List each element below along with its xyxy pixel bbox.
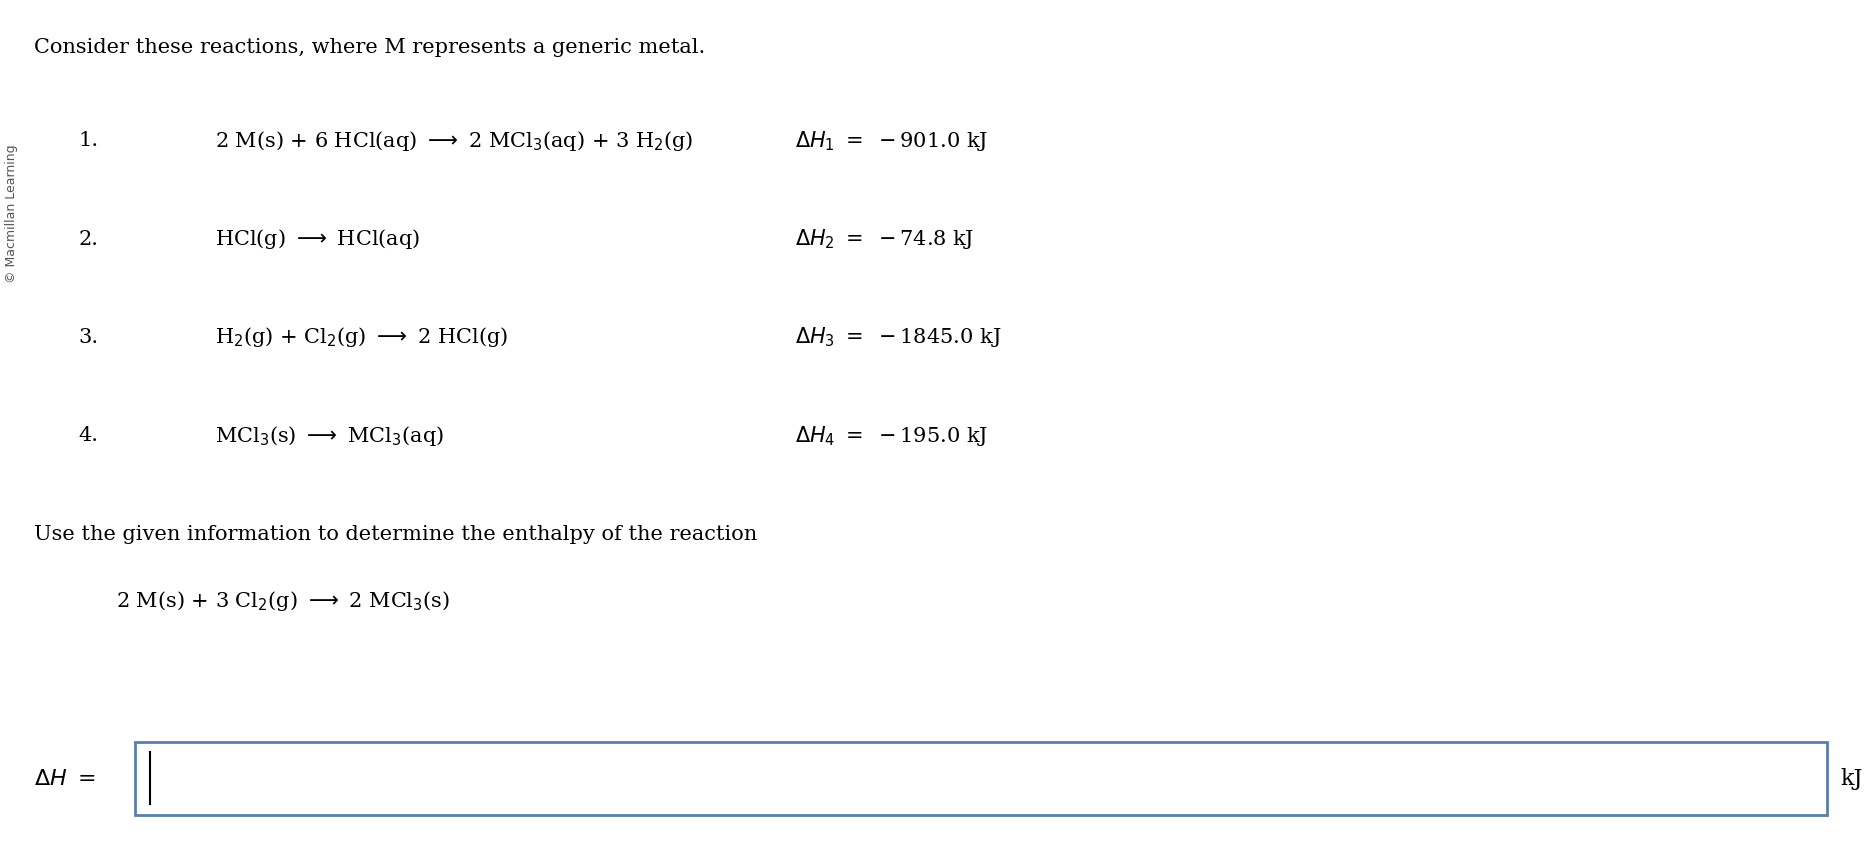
Text: 2 M(s) + 6 HCl(aq) $\longrightarrow$ 2 MCl$_3$(aq) + 3 H$_2$(g): 2 M(s) + 6 HCl(aq) $\longrightarrow$ 2 M… bbox=[215, 129, 694, 153]
Text: MCl$_3$(s) $\longrightarrow$ MCl$_3$(aq): MCl$_3$(s) $\longrightarrow$ MCl$_3$(aq) bbox=[215, 423, 443, 447]
Text: $\Delta H_3\ =\ -$1845.0 kJ: $\Delta H_3\ =\ -$1845.0 kJ bbox=[795, 325, 1000, 349]
Text: 3.: 3. bbox=[79, 328, 99, 346]
Text: $\Delta H_1\ =\ -$901.0 kJ: $\Delta H_1\ =\ -$901.0 kJ bbox=[795, 129, 987, 153]
FancyBboxPatch shape bbox=[135, 742, 1827, 815]
Text: $\Delta H\ =$: $\Delta H\ =$ bbox=[34, 767, 95, 789]
Text: H$_2$(g) + Cl$_2$(g) $\longrightarrow$ 2 HCl(g): H$_2$(g) + Cl$_2$(g) $\longrightarrow$ 2… bbox=[215, 325, 509, 349]
Text: 2 M(s) + 3 Cl$_2$(g) $\longrightarrow$ 2 MCl$_3$(s): 2 M(s) + 3 Cl$_2$(g) $\longrightarrow$ 2… bbox=[116, 589, 451, 612]
Text: 4.: 4. bbox=[79, 426, 99, 444]
Text: HCl(g) $\longrightarrow$ HCl(aq): HCl(g) $\longrightarrow$ HCl(aq) bbox=[215, 227, 421, 251]
Text: $\Delta H_2\ =\ -$74.8 kJ: $\Delta H_2\ =\ -$74.8 kJ bbox=[795, 227, 974, 251]
Text: 1.: 1. bbox=[79, 131, 99, 150]
Text: kJ: kJ bbox=[1840, 767, 1863, 789]
Text: $\Delta H_4\ =\ -$195.0 kJ: $\Delta H_4\ =\ -$195.0 kJ bbox=[795, 423, 987, 447]
Text: Use the given information to determine the enthalpy of the reaction: Use the given information to determine t… bbox=[34, 525, 757, 543]
Text: 2.: 2. bbox=[79, 229, 99, 248]
Text: Consider these reactions, where M represents a generic metal.: Consider these reactions, where M repres… bbox=[34, 38, 705, 57]
Text: © Macmillan Learning: © Macmillan Learning bbox=[6, 144, 17, 282]
